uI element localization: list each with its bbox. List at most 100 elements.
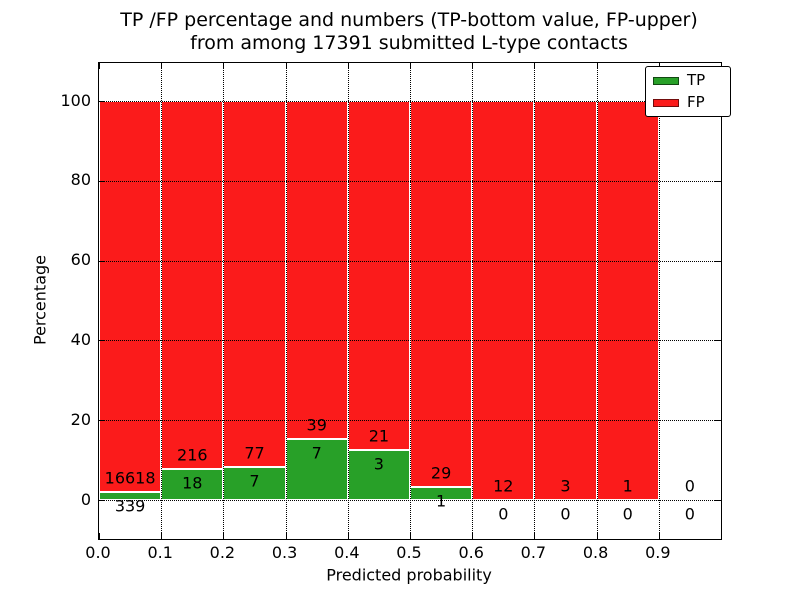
x-tick-mark — [534, 533, 536, 539]
tp-count-label: 0 — [498, 504, 509, 524]
x-tick-mark — [472, 63, 474, 69]
fp-count-label: 21 — [368, 426, 390, 446]
x-tick-mark — [347, 533, 349, 539]
x-tick-label: 0.2 — [209, 543, 236, 562]
tp-count-label: 7 — [249, 471, 260, 491]
y-tick-label: 40 — [70, 329, 91, 349]
y-tick-mark — [715, 340, 721, 342]
fp-count-label: 1 — [622, 476, 633, 496]
x-tick-mark — [534, 63, 536, 69]
v-gridline — [410, 63, 411, 539]
y-tick-label: 0 — [80, 489, 91, 509]
y-tick-label: 80 — [70, 170, 91, 190]
fp-count-label: 29 — [430, 463, 452, 483]
bar-segment-tp — [347, 450, 410, 500]
bar-segment-tp — [161, 469, 224, 500]
x-axis-label: Predicted probability — [326, 565, 492, 585]
tp-count-label: 7 — [311, 443, 322, 463]
x-tick-label: 0.5 — [396, 543, 422, 562]
bar-segment-tp — [285, 439, 348, 500]
x-tick-mark — [658, 533, 660, 539]
v-gridline — [347, 63, 349, 539]
y-tick-label: 100 — [60, 90, 91, 110]
bar-segment-fp — [410, 101, 473, 487]
x-tick-mark — [596, 533, 598, 539]
x-tick-mark — [410, 63, 411, 69]
y-tick-mark — [99, 340, 105, 342]
legend-label: TP — [687, 71, 706, 89]
fp-count-label: 16618 — [104, 468, 156, 488]
tp-count-label: 0 — [622, 504, 633, 524]
x-tick-mark — [223, 63, 225, 69]
tp-count-label: 18 — [182, 473, 203, 493]
x-tick-mark — [161, 533, 163, 539]
tp-count-label: 0 — [560, 504, 571, 524]
legend-swatch-tp — [653, 76, 679, 85]
x-tick-mark — [285, 63, 287, 69]
y-tick-mark — [99, 260, 105, 262]
fp-count-label: 0 — [684, 476, 695, 496]
y-tick-mark — [99, 101, 105, 102]
fp-count-label: 77 — [244, 443, 265, 463]
y-tick-mark — [715, 260, 721, 262]
x-tick-mark — [223, 533, 225, 539]
x-tick-mark — [161, 63, 163, 69]
tp-count-label: 3 — [373, 454, 384, 474]
fp-count-label: 39 — [306, 415, 327, 435]
legend-item-fp: FP — [653, 94, 723, 111]
chart-title-line-2: from among 17391 submitted L-type contac… — [190, 32, 628, 54]
x-tick-label: 0.0 — [85, 543, 111, 562]
v-gridline — [534, 63, 536, 539]
y-tick-label: 60 — [70, 250, 91, 270]
y-tick-label: 20 — [70, 409, 91, 429]
x-tick-mark — [472, 533, 474, 539]
x-tick-label: 0.6 — [458, 543, 484, 562]
bar-segment-fp — [347, 101, 410, 451]
bar-segment-fp — [99, 101, 162, 493]
fp-count-label: 12 — [493, 476, 514, 496]
bar-segment-fp — [285, 101, 348, 440]
chart-title-line-1: TP /FP percentage and numbers (TP-bottom… — [120, 9, 698, 31]
bar-segment-fp — [534, 101, 597, 500]
v-gridline — [596, 63, 598, 539]
x-tick-label: 0.1 — [147, 543, 173, 562]
x-tick-label: 0.9 — [645, 543, 671, 562]
x-tick-mark — [99, 63, 100, 69]
tp-count-label: 0 — [684, 504, 695, 524]
tp-count-label: 339 — [114, 496, 146, 516]
v-gridline — [658, 63, 660, 539]
bar-segment-fp — [472, 101, 535, 500]
legend-box: TP FP — [645, 66, 731, 117]
y-tick-mark — [715, 500, 721, 501]
x-tick-mark — [596, 63, 598, 69]
plot-area: 16618 339 216 18 77 7 39 7 21 3 29 1 12 0 3 0 1 0 0 0 — [98, 62, 722, 540]
y-tick-mark — [99, 180, 105, 182]
x-tick-label: 0.4 — [334, 543, 360, 562]
x-tick-label: 0.3 — [271, 543, 298, 562]
x-tick-label: 0.8 — [582, 543, 609, 562]
tp-count-label: 1 — [436, 491, 447, 511]
y-tick-mark — [99, 500, 105, 501]
bar-segment-tp — [99, 492, 162, 500]
legend-swatch-fp — [653, 98, 679, 107]
x-tick-mark — [285, 533, 287, 539]
chart-title: TP /FP percentage and numbers (TP-bottom… — [98, 9, 720, 55]
x-tick-mark — [410, 533, 411, 539]
legend-item-tp: TP — [653, 72, 723, 89]
bar-segment-fp — [223, 101, 286, 467]
v-gridline — [472, 63, 474, 539]
y-tick-mark — [715, 180, 721, 182]
fp-count-label: 3 — [560, 476, 571, 496]
bar-segment-fp — [596, 101, 659, 500]
v-gridline — [223, 63, 225, 539]
legend-label: FP — [687, 93, 705, 111]
fp-count-label: 216 — [177, 445, 208, 465]
v-gridline — [161, 63, 163, 539]
x-tick-mark — [347, 63, 349, 69]
v-gridline — [285, 63, 287, 539]
y-tick-mark — [99, 420, 105, 422]
x-tick-mark — [99, 533, 100, 539]
bar-segment-fp — [161, 101, 224, 470]
x-tick-label: 0.7 — [520, 543, 547, 562]
